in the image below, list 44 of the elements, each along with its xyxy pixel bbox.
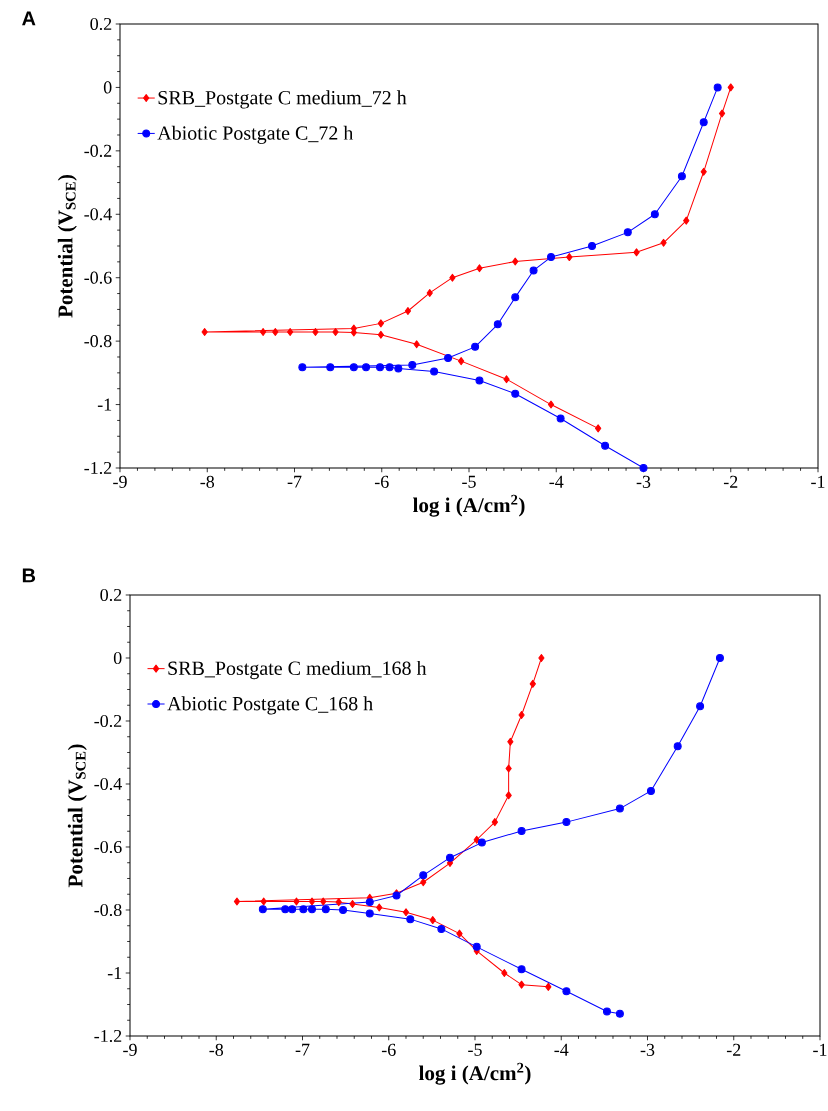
x-tick-label: -4 bbox=[554, 1043, 569, 1056]
y-tick-label: -0.4 bbox=[94, 777, 122, 791]
x-tick-label: -6 bbox=[374, 475, 389, 488]
x-tick-label: -2 bbox=[726, 1043, 741, 1056]
y-tick-label: -1 bbox=[97, 398, 112, 411]
x-tick-label: -7 bbox=[287, 475, 302, 488]
y-tick-label: -0.8 bbox=[84, 335, 112, 348]
legend-label: Abiotic Postgate C_168 h bbox=[167, 696, 373, 715]
y-tick-label: -1.2 bbox=[94, 1029, 122, 1043]
x-tick-label: -7 bbox=[295, 1043, 310, 1056]
y-tick-label: -0.8 bbox=[94, 903, 122, 917]
y-tick-label: -0.2 bbox=[84, 144, 112, 157]
x-tick-label: -3 bbox=[636, 475, 651, 488]
legend-label: SRB_Postgate C medium_168 h bbox=[168, 660, 427, 680]
x-tick-label: -8 bbox=[209, 1043, 224, 1056]
x-tick-label: -6 bbox=[381, 1043, 396, 1056]
y-tick-label: -0.2 bbox=[94, 714, 122, 728]
text: A bbox=[22, 11, 36, 26]
text: B bbox=[22, 568, 36, 583]
y-tick-label: -0.4 bbox=[84, 208, 112, 221]
y-tick-label: -1.2 bbox=[84, 461, 112, 475]
x-tick-label: -1 bbox=[811, 475, 825, 488]
x-tick-label: -3 bbox=[640, 1043, 655, 1056]
legend-label: Abiotic Postgate C_72 h bbox=[157, 125, 354, 144]
x-tick-label: -2 bbox=[723, 475, 738, 488]
y-tick-label: -0.6 bbox=[94, 840, 122, 854]
x-tick-label: -5 bbox=[468, 1043, 482, 1056]
y-tick-label: 0.2 bbox=[90, 17, 112, 31]
y-axis-title: Potential (V$_{SCE}$) bbox=[57, 174, 77, 318]
legend-label: SRB_Postgate C medium_72 h bbox=[158, 90, 407, 109]
y-tick-label: -0.6 bbox=[84, 271, 112, 284]
x-axis-title: log i (A/cm$^{2}$) bbox=[419, 1062, 531, 1085]
x-tick-label: -5 bbox=[462, 475, 476, 488]
y-tick-label: 0.2 bbox=[100, 588, 122, 602]
x-tick-label: -9 bbox=[123, 1043, 137, 1056]
x-axis-title: log i (A/cm$^{2}$) bbox=[413, 494, 525, 517]
x-tick-label: -4 bbox=[549, 475, 564, 488]
x-tick-label: -8 bbox=[200, 475, 215, 488]
y-tick-label: 0 bbox=[113, 651, 122, 665]
y-tick-label: -1 bbox=[107, 967, 122, 979]
y-tick-label: 0 bbox=[103, 81, 112, 94]
x-tick-label: -9 bbox=[113, 475, 127, 488]
x-tick-label: -1 bbox=[813, 1043, 827, 1056]
y-axis-title: Potential (V$_{SCE}$) bbox=[67, 744, 87, 888]
